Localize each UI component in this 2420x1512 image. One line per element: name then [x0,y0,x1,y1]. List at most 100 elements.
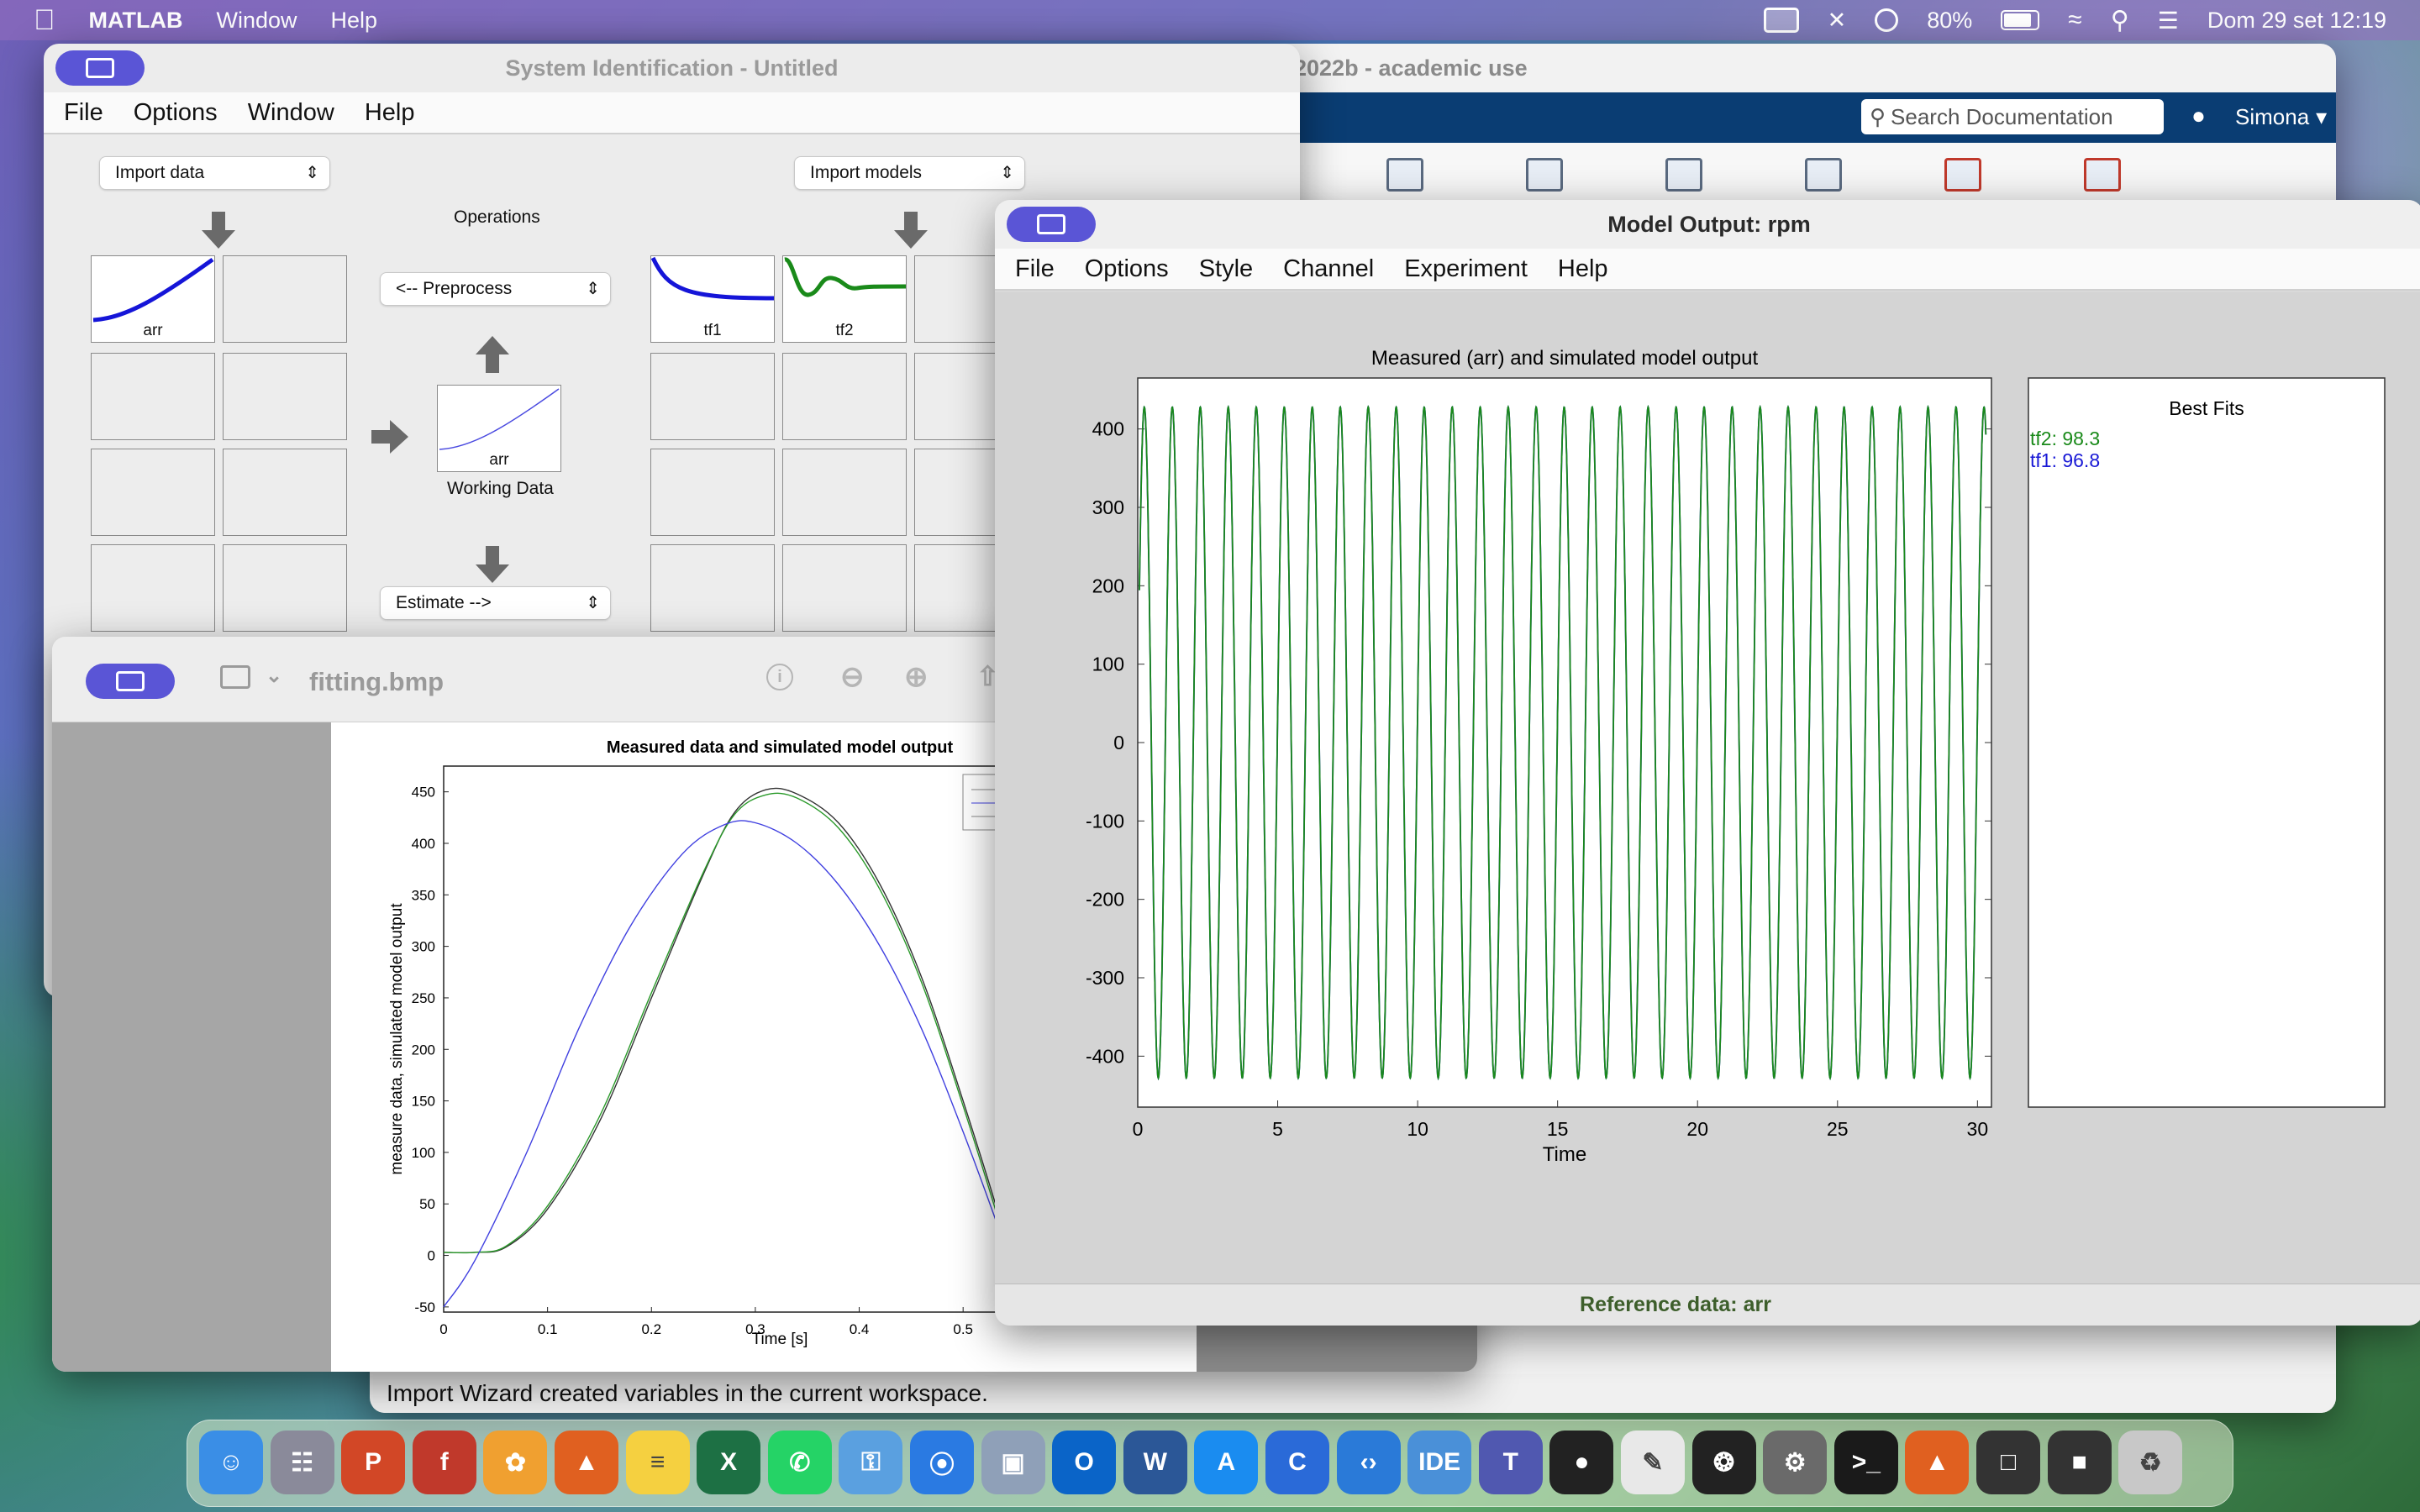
sysid-menu-file[interactable]: File [64,98,103,126]
apple-icon[interactable]:  [34,4,55,37]
preprocess-select[interactable]: <-- Preprocess ⇕ [380,272,611,306]
best-fit-tf2[interactable]: tf2: 98.3 [2030,428,2100,449]
dock-photos-icon[interactable]: ✿ [483,1431,548,1494]
mute-icon[interactable]: ✕ [1827,7,1847,33]
dock-whatsapp-icon[interactable]: ✆ [767,1431,832,1494]
sidebar-toggle-icon[interactable] [220,665,250,689]
info-icon[interactable]: i [766,664,793,690]
dock-finder-icon[interactable]: ☺ [199,1431,263,1494]
data-slot-empty[interactable] [91,544,215,632]
mo-menu-experiment[interactable]: Experiment [1404,255,1528,282]
import-models-select[interactable]: Import models ⇕ [794,156,1025,190]
ribbon-app-icon[interactable] [1386,158,1423,192]
data-slot-empty[interactable] [91,449,215,536]
menubar-datetime[interactable]: Dom 29 set 12:19 [2207,7,2386,33]
dock-window2-icon[interactable]: ■ [2047,1431,2112,1494]
dock-settings-icon[interactable]: ⚙ [1763,1431,1828,1494]
screen-icon [116,671,145,691]
mo-xtick-label: 0 [1133,1118,1144,1140]
dock-chatgpt-icon[interactable]: ❂ [1691,1431,1756,1494]
working-data-slot[interactable]: arr [437,385,561,472]
dock-notes-icon[interactable]: ≡ [625,1431,690,1494]
import-data-select[interactable]: Import data ⇕ [99,156,330,190]
mo-menu-options[interactable]: Options [1084,255,1169,282]
dock-word-icon[interactable]: W [1123,1431,1187,1494]
zoom-in-icon[interactable]: ⊕ [904,661,929,693]
model-slot-empty[interactable] [782,449,907,536]
ribbon-app-icon[interactable] [1665,158,1702,192]
mo-menu-style[interactable]: Style [1198,255,1254,282]
model-slot-tf1[interactable]: tf1 [650,255,775,343]
mo-menu-channel[interactable]: Channel [1283,255,1375,282]
data-slot-empty[interactable] [91,353,215,440]
dock-trash-icon[interactable]: ♻ [2118,1431,2183,1494]
mo-menu-help[interactable]: Help [1557,255,1608,282]
ribbon-app-icon[interactable] [1805,158,1842,192]
dock-app-store-icon[interactable]: A [1194,1431,1259,1494]
model-slot-empty[interactable] [650,353,775,440]
best-fit-tf1[interactable]: tf1: 96.8 [2030,449,2100,471]
model-slot-tf2[interactable]: tf2 [782,255,907,343]
model-slot-empty[interactable] [782,544,907,632]
screen-share-button[interactable] [55,50,145,86]
battery-icon[interactable] [2001,10,2040,30]
menu-app-name[interactable]: MATLAB [67,7,183,33]
spotlight-search-icon[interactable]: ⚲ [2110,6,2129,34]
dock-textedit-icon[interactable]: ✎ [1621,1431,1685,1494]
screen-sharing-icon[interactable] [1763,8,1799,33]
ribbon-app-icon[interactable] [1526,158,1563,192]
dock-matlab-icon[interactable]: ▲ [555,1431,618,1494]
menu-help[interactable]: Help [309,7,378,33]
dock-outlook-icon[interactable]: O [1052,1431,1117,1494]
data-slot-empty[interactable] [223,353,347,440]
model-slot-empty[interactable] [650,544,775,632]
control-center-icon[interactable]: ☰ [2157,7,2179,34]
sysid-menu-options[interactable]: Options [133,98,218,126]
dock-c-icon[interactable]: C [1265,1431,1329,1494]
data-slot-empty[interactable] [223,255,347,343]
dock-launchpad-icon[interactable]: ☷ [270,1431,334,1494]
estimate-select[interactable]: Estimate --> ⇕ [380,586,611,620]
dock-ide-icon[interactable]: IDE [1407,1431,1472,1494]
dock-window1-icon[interactable]: □ [1976,1431,2040,1494]
reference-data-footer: Reference data: arr [995,1284,2420,1326]
data-slot-empty[interactable] [223,449,347,536]
dock-terminal-icon[interactable]: >_ [1833,1431,1898,1494]
fitting-ytick-label: 0 [428,1248,435,1264]
screen-share-button[interactable] [86,664,175,699]
account-icon[interactable] [1875,8,1899,32]
import-models-label: Import models [810,163,923,182]
right-arrow-icon [371,420,408,454]
ribbon-layout-icon[interactable] [1944,158,1981,192]
mo-xtick-label: 5 [1272,1118,1283,1140]
mo-menu-file[interactable]: File [1015,255,1055,282]
sysid-menu-help[interactable]: Help [364,98,415,126]
wifi-icon[interactable]: ≈ [2068,6,2082,34]
dock-powerpoint-icon[interactable]: P [341,1431,406,1494]
screen-share-button[interactable] [1007,207,1096,242]
dock-github-icon[interactable]: ● [1549,1431,1614,1494]
sysid-menu-window[interactable]: Window [247,98,334,126]
mo-ytick-label: -200 [1086,889,1124,911]
search-documentation-input[interactable]: ⚲ Search Documentation [1861,99,2164,134]
zoom-out-icon[interactable]: ⊖ [840,661,865,693]
dock-vs-code-icon[interactable]: ‹› [1336,1431,1401,1494]
dock-matlab-icon[interactable]: ▲ [1905,1431,1970,1494]
user-name: Simona [2235,103,2310,129]
user-menu[interactable]: Simona ▾ [2235,103,2328,129]
dock-safari-icon[interactable]: ⦿ [910,1431,974,1494]
chevron-down-icon[interactable]: ⌄ [266,664,283,687]
menu-window[interactable]: Window [194,7,297,33]
dock-keychain-icon[interactable]: ⚿ [839,1431,903,1494]
dock-preview-icon[interactable]: ▣ [981,1431,1045,1494]
data-slot-empty[interactable] [223,544,347,632]
model-slot-empty[interactable] [650,449,775,536]
dock-teams-icon[interactable]: T [1478,1431,1543,1494]
dock-excel-icon[interactable]: X [697,1431,761,1494]
model-slot-empty[interactable] [782,353,907,440]
dock-frontline-icon[interactable]: f [412,1431,476,1494]
ribbon-app-designer-icon[interactable] [2084,158,2121,192]
data-slot-arr[interactable]: arr [91,255,215,343]
fitting-xtick-label: 0.4 [850,1321,870,1337]
notification-bell-icon[interactable]: ● [2191,102,2206,129]
